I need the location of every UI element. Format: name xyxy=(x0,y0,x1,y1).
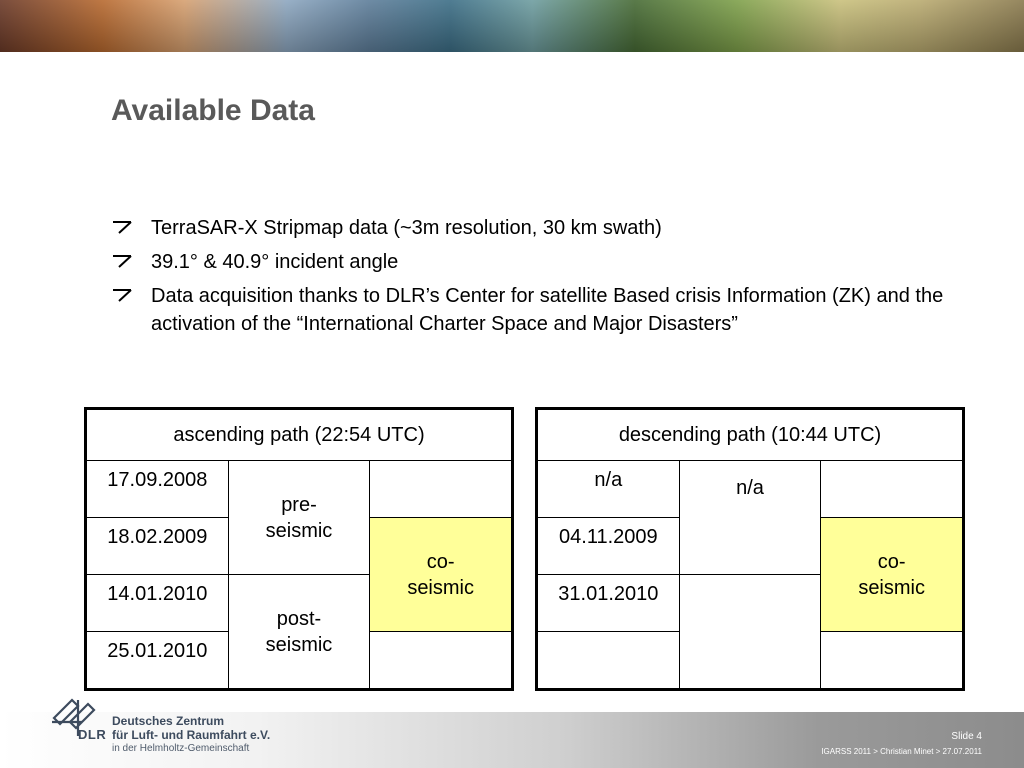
org-line-3: in der Helmholtz-Gemeinschaft xyxy=(112,743,250,754)
bullet-text: Data acquisition thanks to DLR’s Center … xyxy=(151,285,944,335)
bullet-list: TerraSAR-X Stripmap data (~3m resolution… xyxy=(111,214,991,344)
descending-table: descending path (10:44 UTC) n/a n/a 04.1… xyxy=(535,407,965,691)
descending-date: 04.11.2009 xyxy=(536,517,680,575)
descending-date xyxy=(536,631,680,690)
bullet-text: 39.1° & 40.9° incident angle xyxy=(151,251,399,273)
slide-number: Slide 4 xyxy=(951,731,982,742)
ascending-date: 18.02.2009 xyxy=(85,517,229,575)
ascending-date: 25.01.2010 xyxy=(85,631,229,690)
empty-cell xyxy=(678,574,822,690)
arrow-bullet-icon xyxy=(113,255,132,268)
arrow-bullet-icon xyxy=(113,221,132,234)
co-seismic-label: co- seismic xyxy=(369,517,513,632)
descending-date: 31.01.2010 xyxy=(536,574,680,632)
slide-footer-info: IGARSS 2011 > Christian Minet > 27.07.20… xyxy=(821,747,982,756)
empty-cell xyxy=(369,631,513,690)
co-seismic-label: co- seismic xyxy=(820,517,964,632)
empty-cell xyxy=(820,460,964,518)
descending-header: descending path (10:44 UTC) xyxy=(536,408,964,461)
ascending-date: 14.01.2010 xyxy=(85,574,229,632)
empty-cell xyxy=(369,460,513,518)
post-seismic-label: post- seismic xyxy=(227,574,371,690)
bullet-item: TerraSAR-X Stripmap data (~3m resolution… xyxy=(111,214,991,242)
organization-name: Deutsches Zentrum für Luft- und Raumfahr… xyxy=(112,714,270,756)
slide-title: Available Data xyxy=(111,94,315,127)
bullet-item: 39.1° & 40.9° incident angle xyxy=(111,248,991,276)
arrow-bullet-icon xyxy=(113,289,132,302)
header-banner-image xyxy=(0,0,1024,52)
empty-cell xyxy=(820,631,964,690)
descending-date: n/a xyxy=(536,460,680,518)
dlr-logo-icon xyxy=(52,698,96,736)
descending-phase-label: n/a xyxy=(678,460,822,575)
ascending-header: ascending path (22:54 UTC) xyxy=(85,408,513,461)
dlr-abbreviation: DLR xyxy=(78,727,107,742)
ascending-table: ascending path (22:54 UTC) 17.09.2008 pr… xyxy=(84,407,514,691)
bullet-item: Data acquisition thanks to DLR’s Center … xyxy=(111,282,991,338)
footer-bar xyxy=(0,712,1024,768)
pre-seismic-label: pre- seismic xyxy=(227,460,371,575)
ascending-date: 17.09.2008 xyxy=(85,460,229,518)
org-line-1: Deutsches Zentrum xyxy=(112,714,225,728)
org-line-2: für Luft- und Raumfahrt e.V. xyxy=(112,728,271,742)
bullet-text: TerraSAR-X Stripmap data (~3m resolution… xyxy=(151,217,662,239)
